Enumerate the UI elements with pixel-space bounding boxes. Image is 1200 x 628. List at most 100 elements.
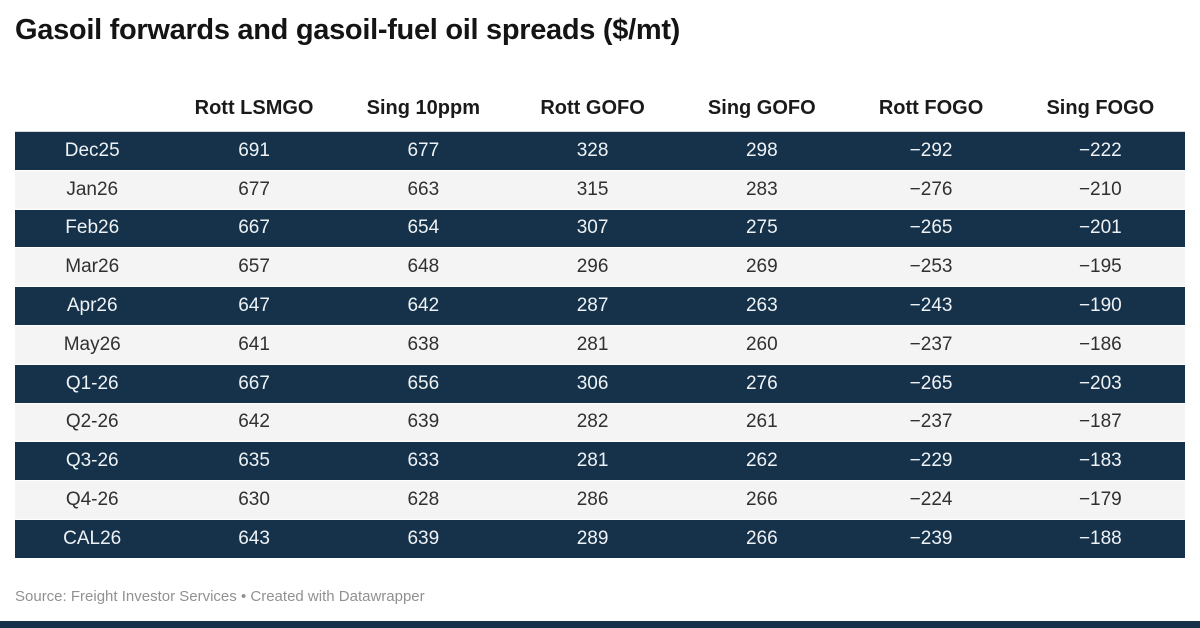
value-cell: 667 (169, 209, 339, 249)
value-cell: −237 (846, 403, 1016, 443)
value-cell: −243 (846, 286, 1016, 326)
row-label-cell: Q2-26 (15, 403, 170, 443)
table-row: Q2-26 642 639 282 261 −237 −187 (15, 403, 1185, 443)
row-label-cell: May26 (15, 325, 170, 365)
header-cell: Rott FOGO (846, 48, 1016, 132)
table-row: CAL26 643 639 289 266 −239 −188 (15, 519, 1185, 559)
value-cell: −265 (846, 209, 1016, 249)
row-label-cell: Apr26 (15, 286, 170, 326)
value-cell: 281 (507, 441, 678, 482)
row-label-cell: Mar26 (15, 247, 170, 288)
value-cell: −237 (846, 325, 1016, 365)
table-row: Mar26 657 648 296 269 −253 −195 (15, 247, 1185, 288)
value-cell: 677 (338, 131, 508, 171)
header-cell: Rott GOFO (507, 48, 678, 132)
value-cell: 276 (677, 364, 847, 404)
bottom-brand-bar (0, 621, 1200, 628)
value-cell: 641 (169, 325, 339, 365)
table-row: Q4-26 630 628 286 266 −224 −179 (15, 480, 1185, 520)
table-row: Jan26 677 663 315 283 −276 −210 (15, 170, 1185, 210)
value-cell: −188 (1015, 519, 1185, 559)
source-label: Source: (15, 587, 67, 605)
value-cell: −186 (1015, 325, 1185, 365)
value-cell: −292 (846, 131, 1016, 171)
value-cell: 315 (507, 170, 678, 210)
value-cell: −253 (846, 247, 1016, 288)
row-label-cell: Q1-26 (15, 364, 170, 404)
value-cell: 262 (677, 441, 847, 482)
value-cell: 642 (338, 286, 508, 326)
value-cell: 260 (677, 325, 847, 365)
value-cell: −179 (1015, 480, 1185, 520)
table-row: Feb26 667 654 307 275 −265 −201 (15, 209, 1185, 249)
value-cell: 667 (169, 364, 339, 404)
chart-title: Gasoil forwards and gasoil-fuel oil spre… (15, 14, 681, 46)
data-table: Rott LSMGO Sing 10ppm Rott GOFO Sing GOFO Ro… (15, 48, 1185, 559)
value-cell: 647 (169, 286, 339, 326)
value-cell: 639 (338, 519, 508, 559)
row-label-cell: Q3-26 (15, 441, 170, 482)
header-cell: Sing GOFO (677, 48, 847, 132)
value-cell: 691 (169, 131, 339, 171)
value-cell: 328 (507, 131, 678, 171)
value-cell: 275 (677, 209, 847, 249)
value-cell: −222 (1015, 131, 1185, 171)
value-cell: 648 (338, 247, 508, 288)
value-cell: −239 (846, 519, 1016, 559)
row-label-cell: Feb26 (15, 209, 170, 249)
table-row: Q1-26 667 656 306 276 −265 −203 (15, 364, 1185, 404)
value-cell: −195 (1015, 247, 1185, 288)
header-cell: Rott LSMGO (169, 48, 339, 132)
value-cell: 642 (169, 403, 339, 443)
value-cell: 657 (169, 247, 339, 288)
value-cell: 654 (338, 209, 508, 249)
table-row: May26 641 638 281 260 −237 −186 (15, 325, 1185, 365)
value-cell: 656 (338, 364, 508, 404)
value-cell: 628 (338, 480, 508, 520)
table-row: Apr26 647 642 287 263 −243 −190 (15, 286, 1185, 326)
value-cell: 269 (677, 247, 847, 288)
value-cell: 296 (507, 247, 678, 288)
value-cell: 307 (507, 209, 678, 249)
datawrapper-credit-link[interactable]: Created with Datawrapper (250, 587, 425, 605)
value-cell: 306 (507, 364, 678, 404)
value-cell: −187 (1015, 403, 1185, 443)
source-value: Freight Investor Services (70, 587, 237, 605)
value-cell: −183 (1015, 441, 1185, 482)
footer-separator: • (240, 587, 247, 605)
header-cell: Sing FOGO (1015, 48, 1185, 132)
value-cell: −224 (846, 480, 1016, 520)
value-cell: −276 (846, 170, 1016, 210)
value-cell: 287 (507, 286, 678, 326)
value-cell: 283 (677, 170, 847, 210)
value-cell: 635 (169, 441, 339, 482)
value-cell: −203 (1015, 364, 1185, 404)
table-row: Q3-26 635 633 281 262 −229 −183 (15, 441, 1185, 482)
header-cell-empty (15, 48, 170, 132)
row-label-cell: CAL26 (15, 519, 170, 559)
footer: Source: Freight Investor Services • Crea… (15, 588, 1185, 605)
value-cell: 266 (677, 519, 847, 559)
value-cell: −265 (846, 364, 1016, 404)
value-cell: 281 (507, 325, 678, 365)
value-cell: 289 (507, 519, 678, 559)
value-cell: 663 (338, 170, 508, 210)
value-cell: 298 (677, 131, 847, 171)
value-cell: 638 (338, 325, 508, 365)
value-cell: 630 (169, 480, 339, 520)
value-cell: −201 (1015, 209, 1185, 249)
table-body: Dec25 691 677 328 298 −292 −222 Jan26 677 663 315 2… (15, 131, 1185, 559)
value-cell: 286 (507, 480, 678, 520)
header-cell: Sing 10ppm (338, 48, 508, 132)
header-row: Rott LSMGO Sing 10ppm Rott GOFO Sing GOFO Ro… (15, 48, 1185, 132)
value-cell: 643 (169, 519, 339, 559)
row-label-cell: Dec25 (15, 131, 170, 171)
value-cell: −229 (846, 441, 1016, 482)
value-cell: −210 (1015, 170, 1185, 210)
value-cell: 677 (169, 170, 339, 210)
row-label-cell: Jan26 (15, 170, 170, 210)
row-label-cell: Q4-26 (15, 480, 170, 520)
table-row: Dec25 691 677 328 298 −292 −222 (15, 131, 1185, 171)
value-cell: −190 (1015, 286, 1185, 326)
